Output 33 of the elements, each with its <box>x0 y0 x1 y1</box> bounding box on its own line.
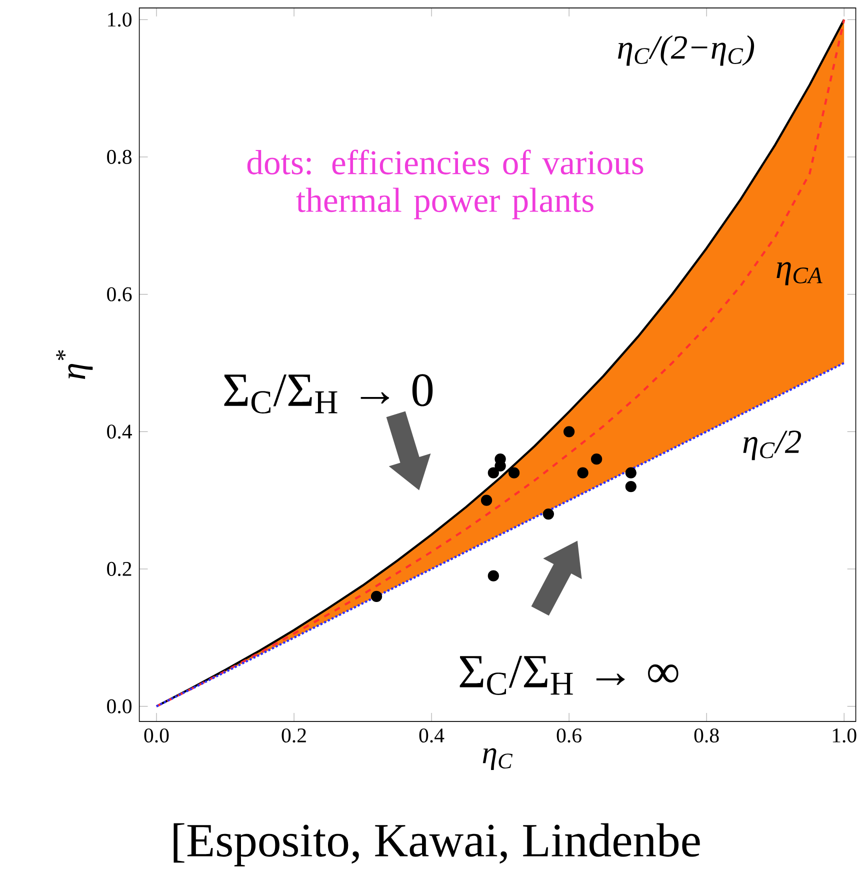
point <box>481 494 492 506</box>
x-tick-label: 0.2 <box>282 728 306 743</box>
point <box>564 426 575 438</box>
y-tick-label: 0.0 <box>107 699 132 714</box>
y-tick-label: 1.0 <box>108 12 132 27</box>
line-series <box>156 362 846 708</box>
y-tick-label: 0.4 <box>107 424 132 439</box>
annotation: Σ$_{C}$/Σ$_{H}$ → ∞ <box>460 656 678 695</box>
point <box>542 508 554 520</box>
x-tick-label: 1.0 <box>833 728 856 743</box>
annotation: dots: efficiencies of various thermal power plants <box>248 150 644 220</box>
series-label: η$_{C}$/2 <box>743 430 802 460</box>
y-tick-label: 0.6 <box>107 287 132 302</box>
point <box>626 481 637 492</box>
x-axis-title: η$_{C}$ <box>483 748 513 770</box>
text: [Esposito, Kawai, Lindenbe <box>174 823 700 866</box>
y-tick-label: 0.2 <box>107 562 132 576</box>
y-axis-title: η$^{*}$ <box>56 350 93 380</box>
x-tick-label: 0.0 <box>144 728 169 743</box>
point <box>508 467 520 478</box>
annotation: Σ$_{C}$/Σ$_{H}$ → 0 <box>224 374 433 414</box>
series-label: η$_{C}$/(2−η$_{C}$) <box>618 35 754 66</box>
series-label: η$_{CA}$ <box>776 262 823 286</box>
point <box>488 570 500 582</box>
point <box>591 454 602 465</box>
point <box>488 467 500 478</box>
point <box>577 467 589 478</box>
point <box>371 590 382 602</box>
point <box>626 467 637 478</box>
x-tick-label: 0.4 <box>419 728 444 743</box>
x-tick-label: 0.6 <box>556 728 582 743</box>
y-tick-label: 0.8 <box>107 150 132 164</box>
x-tick-label: 0.8 <box>694 728 719 743</box>
